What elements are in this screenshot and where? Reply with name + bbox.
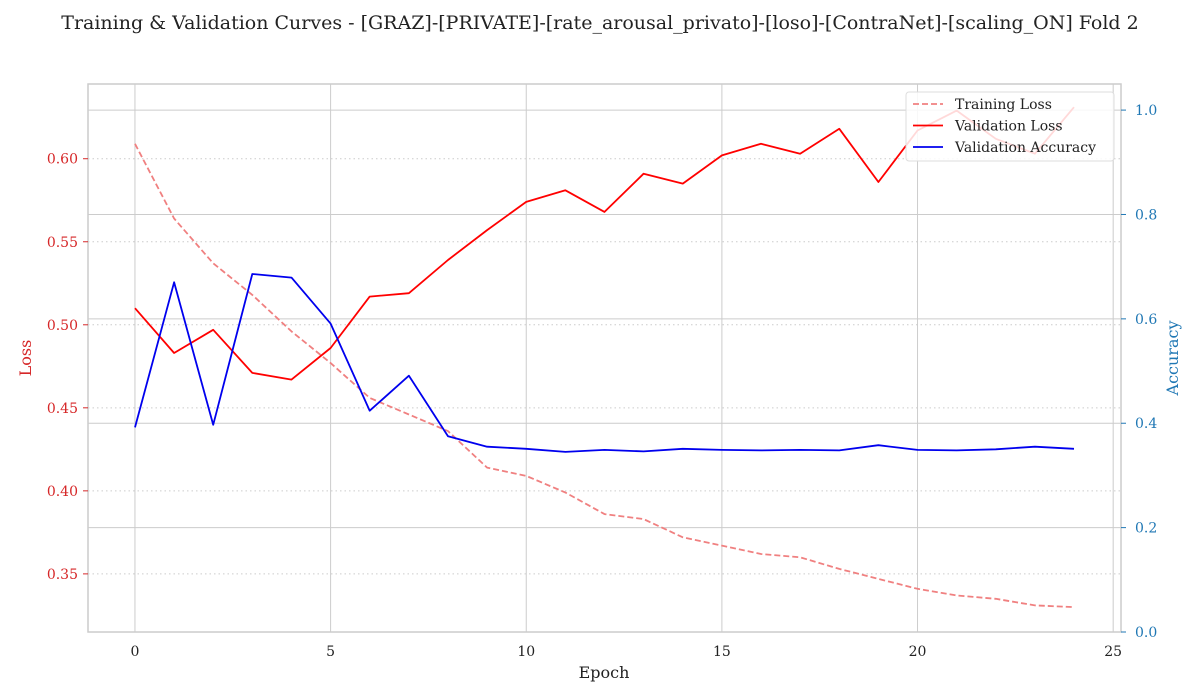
plot-frame [87, 83, 1122, 633]
legend-label: Validation Accuracy [954, 140, 1096, 156]
x-tick-label: 10 [517, 644, 535, 660]
y-right-tick-label: 0.0 [1135, 625, 1157, 641]
x-tick-label: 0 [130, 644, 139, 660]
x-tick-label: 20 [909, 644, 927, 660]
y-axis-left-label: Loss [16, 340, 35, 377]
y-left-tick-label: 0.50 [47, 318, 78, 334]
y-right-tick-label: 0.6 [1135, 312, 1157, 328]
x-axis-label: Epoch [579, 663, 630, 682]
y-right-tick-label: 0.4 [1135, 416, 1157, 432]
y-right-tick-label: 1.0 [1135, 103, 1157, 119]
series-line-training-loss [134, 143, 1075, 608]
plot-area: 0 5 10 15 20 25 0.35 0.40 0.45 0.50 0.55 0.60 0.0 0.2… [47, 83, 1157, 660]
y-axis-right-label: Accuracy [1163, 321, 1182, 397]
legend-label: Training Loss [955, 97, 1052, 113]
legend-label: Validation Loss [954, 119, 1063, 135]
chart-title: Training & Validation Curves - [GRAZ]-[P… [61, 12, 1138, 34]
y-right-tick-label: 0.8 [1135, 207, 1157, 223]
x-tick-label: 5 [326, 644, 335, 660]
legend: Training Loss Validation Loss Validation A… [905, 91, 1115, 162]
legend-box [905, 91, 1115, 162]
y-left-tick-label: 0.45 [47, 401, 78, 417]
y-left-tick-label: 0.55 [47, 235, 78, 251]
y-right-tick-label: 0.2 [1135, 521, 1157, 537]
x-tick-label: 15 [713, 644, 731, 660]
x-tick-label: 25 [1104, 644, 1122, 660]
y-left-tick-label: 0.40 [47, 484, 78, 500]
series-line-validation-accuracy [134, 273, 1075, 453]
y-left-tick-label: 0.60 [47, 152, 78, 168]
y-left-tick-label: 0.35 [47, 567, 78, 583]
